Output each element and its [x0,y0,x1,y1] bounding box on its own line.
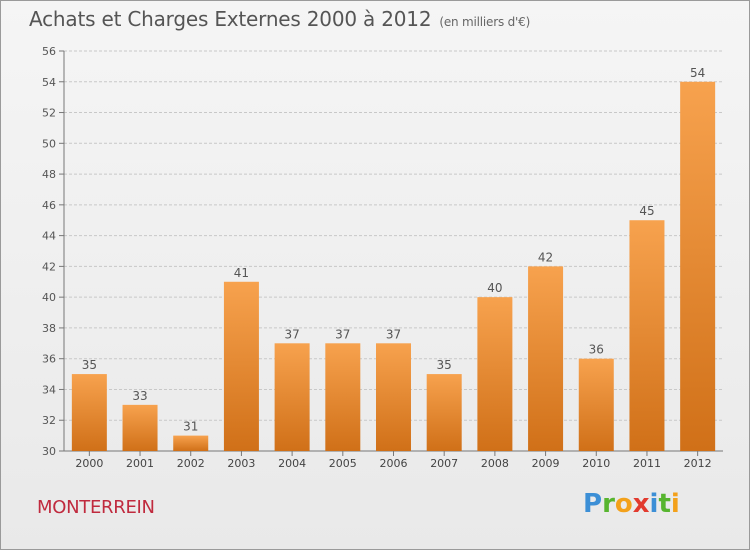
y-tick-label: 34 [42,383,56,396]
bar-2001 [122,404,158,451]
y-tick-label: 32 [42,414,56,427]
y-tick-label: 42 [42,260,56,273]
proxiti-logo: Proxiti [583,489,680,519]
bar-value-label: 35 [437,358,452,372]
bar-value-label: 37 [335,327,350,341]
x-tick-label: 2005 [329,457,357,470]
logo-letter: x [632,489,650,519]
y-tick-label: 54 [42,76,56,89]
bar-value-label: 40 [487,281,502,295]
bar-value-label: 37 [284,327,299,341]
bar-value-label: 41 [234,266,249,280]
bar-value-label: 33 [132,389,147,403]
bar-value-label: 36 [589,343,604,357]
logo-letter: i [649,489,659,519]
x-tick-label: 2008 [481,457,509,470]
x-tick-label: 2003 [227,457,255,470]
bar-value-label: 45 [639,204,654,218]
y-tick-label: 56 [42,45,56,58]
x-tick-label: 2002 [177,457,205,470]
y-tick-label: 50 [42,137,56,150]
y-tick-label: 36 [42,353,56,366]
y-tick-label: 52 [42,107,56,120]
bar-2002 [173,435,209,451]
bar-2006 [376,343,411,451]
bar-2003 [223,281,259,451]
x-tick-label: 2004 [278,457,306,470]
x-tick-label: 2007 [430,457,458,470]
logo-letter: t [658,489,671,519]
x-tick-label: 2011 [633,457,661,470]
y-tick-label: 46 [42,199,56,212]
bar-2010 [578,358,614,451]
y-tick-label: 44 [42,230,56,243]
chart-title-block: Achats et Charges Externes 2000 à 2012 (e… [29,7,530,31]
logo-letter: P [583,489,603,519]
bar-value-label: 54 [690,66,705,80]
bar-2011 [629,220,665,451]
y-tick-label: 30 [42,445,56,458]
bar-chart: 30 32 34 36 38 40 42 44 46 48 50 52 54 56 35 2000 33 200… [42,45,723,470]
bar-2012 [680,81,716,452]
y-tick-label: 40 [42,291,56,304]
bar-value-label: 42 [538,250,553,264]
x-tick-label: 2001 [126,457,154,470]
x-tick-label: 2010 [582,457,610,470]
y-tick-label: 38 [42,322,56,335]
chart-subtitle: (en milliers d'€) [439,15,531,29]
logo-letter: r [602,489,615,519]
chart-title: Achats et Charges Externes 2000 à 2012 [29,7,432,31]
bar-2007 [426,374,462,451]
logo-letter: i [670,489,680,519]
bar-value-label: 37 [386,327,401,341]
x-tick-label: 2009 [532,457,560,470]
y-tick-label: 48 [42,168,56,181]
logo-letter: o [614,489,633,519]
bar-2009 [528,266,564,451]
bar-2004 [274,343,310,451]
bar-2005 [325,343,361,451]
bar-2000 [71,374,107,451]
town-name: MONTERREIN [37,497,155,518]
bar-value-label: 31 [183,420,198,434]
bar-2008 [477,297,513,451]
x-tick-label: 2006 [380,457,408,470]
x-tick-label: 2012 [684,457,712,470]
x-tick-label: 2000 [75,457,103,470]
bar-value-label: 35 [82,358,97,372]
